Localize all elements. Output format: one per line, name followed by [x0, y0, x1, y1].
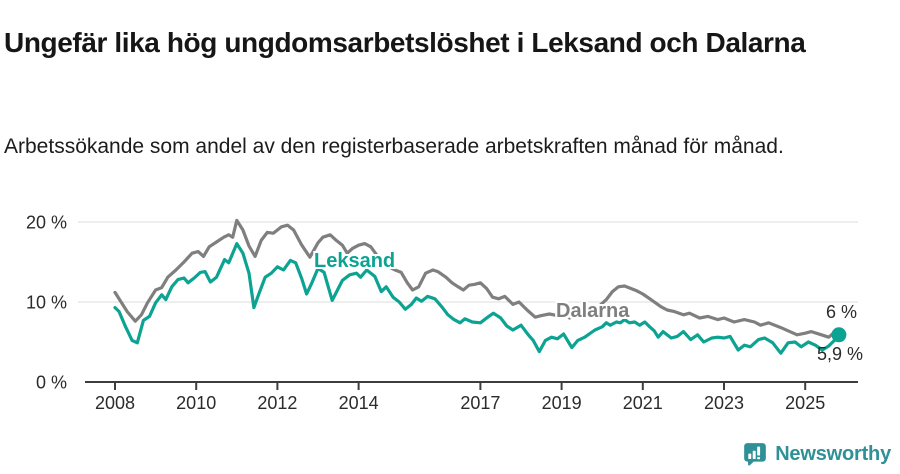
series-label-dalarna: Dalarna [556, 300, 630, 322]
x-axis-label: 2014 [339, 393, 379, 413]
y-axis-label: 0 % [36, 373, 67, 393]
logo: Newsworthy [742, 441, 891, 467]
y-axis-label: 20 % [26, 213, 67, 233]
newsworthy-logo-icon [744, 443, 767, 466]
series-line-leksand [113, 242, 841, 355]
end-value-label-leksand: 5,9 % [817, 344, 864, 364]
series-label-leksand: Leksand [314, 250, 396, 272]
page-subtitle: Arbetssökande som andel av den registerb… [4, 135, 784, 158]
x-axis-label: 2023 [704, 393, 744, 413]
series-end-dot-leksand [831, 327, 847, 343]
series-line-dalarna [113, 218, 841, 339]
x-axis-label: 2017 [460, 393, 500, 413]
logo-text: Newsworthy [775, 442, 891, 465]
x-axis-label: 2010 [176, 393, 216, 413]
end-value-label-dalarna: 6 % [826, 302, 858, 322]
page-title: Ungefär lika hög ungdomsarbetslöshet i L… [4, 26, 806, 58]
y-axis-label: 10 % [26, 293, 67, 313]
x-axis-label: 2012 [257, 393, 297, 413]
x-axis-label: 2019 [542, 393, 582, 413]
x-axis-label: 2021 [623, 393, 663, 413]
x-axis-label: 2008 [95, 393, 135, 413]
x-axis-label: 2025 [785, 393, 825, 413]
